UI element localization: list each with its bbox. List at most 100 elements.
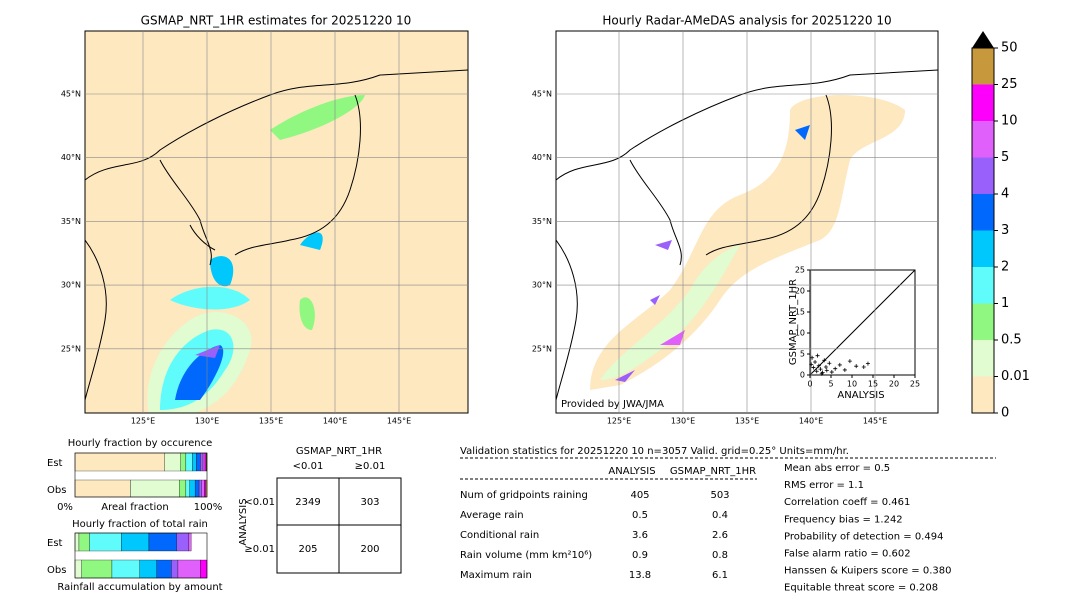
fraction-segment [185, 479, 190, 498]
score: Frequency bias = 1.242 [784, 514, 903, 525]
ct-title: GSMAP_NRT_1HR [296, 446, 382, 457]
lon-label: 130°E [671, 417, 695, 426]
amt-title: Hourly fraction of total rain [72, 519, 208, 530]
fraction-segment [156, 559, 172, 579]
fraction-segment [130, 479, 180, 498]
fraction-segment [89, 532, 122, 552]
colorbar-bin [972, 84, 994, 121]
lon-label: 135°E [735, 417, 759, 426]
colorbar-label: 10 [1001, 114, 1018, 129]
ct-row: ≥0.01 [244, 544, 275, 555]
y-tick-label: 0 [800, 371, 805, 380]
fraction-segment [111, 559, 140, 579]
fraction-segment [164, 452, 181, 472]
lon-label: 145°E [863, 417, 887, 426]
y-tick-label: 20 [795, 287, 805, 296]
fraction-segment [204, 479, 206, 498]
row-label: Rain volume (mm km²10⁶) [460, 550, 592, 561]
x-tick-label: 5 [828, 380, 833, 389]
occ-est: Est [47, 458, 63, 469]
fraction-segment [74, 559, 82, 579]
map-title: Hourly Radar-AMeDAS analysis for 2025122… [602, 14, 891, 28]
ct-cell: 2349 [295, 497, 320, 508]
val-col: GSMAP_NRT_1HR [670, 466, 756, 477]
lat-label: 40°N [61, 153, 81, 162]
fraction-segment [185, 452, 193, 472]
point [833, 366, 838, 371]
amt-est: Est [47, 538, 63, 549]
point [815, 353, 820, 358]
point [861, 365, 866, 370]
fraction-segment [179, 479, 187, 498]
amt-xlabel: Rainfall accumulation by amount [57, 582, 222, 593]
occ-xlabel: Areal fraction [101, 502, 168, 513]
colorbar-bin [972, 267, 994, 304]
x-tick-label: 20 [889, 380, 899, 389]
colorbar-bin [972, 303, 994, 340]
fraction-segment [188, 532, 192, 552]
colorbar-label: 0 [1001, 406, 1009, 421]
ct-row: <0.01 [244, 497, 275, 508]
lat-label: 30°N [61, 281, 81, 290]
occ-title: Hourly fraction by occurence [68, 438, 212, 449]
diagonal [809, 269, 916, 376]
fraction-segment [202, 452, 206, 472]
colorbar-label: 1 [1001, 296, 1009, 311]
point [814, 369, 819, 374]
colorbar-bin [972, 194, 994, 231]
ct-cell: 205 [298, 544, 317, 555]
map-left-frame [84, 30, 469, 414]
colorbar-bin [972, 48, 994, 85]
lat-label: 35°N [61, 217, 81, 226]
colorbar-label: 0.01 [1001, 369, 1030, 384]
lat-label: 45°N [61, 90, 81, 99]
fraction-segment [201, 479, 205, 498]
row-value: 3.6 [632, 530, 648, 541]
ct-cell: 200 [360, 544, 379, 555]
ct-ylabel: ANALYSIS [238, 498, 249, 545]
score: Hanssen & Kuipers score = 0.380 [784, 566, 951, 577]
score: False alarm ratio = 0.602 [784, 549, 911, 560]
fraction-segment [200, 452, 204, 472]
lon-label: 135°E [259, 417, 283, 426]
row-label: Maximum rain [460, 570, 532, 581]
fraction-segment [189, 479, 196, 498]
map-title: GSMAP_NRT_1HR estimates for 20251220 10 [141, 14, 412, 28]
row-value: 503 [710, 490, 729, 501]
point [823, 365, 828, 370]
colorbar-label: 25 [1001, 77, 1018, 92]
coastlines-right [556, 69, 938, 401]
score: RMS error = 1.1 [784, 480, 864, 491]
row-value: 13.8 [629, 570, 651, 581]
score: Mean abs error = 0.5 [784, 463, 890, 474]
fraction-segment [176, 532, 189, 552]
score: Equitable threat score = 0.208 [784, 583, 938, 594]
occ-right: 100% [194, 502, 223, 513]
val-title: Validation statistics for 20251220 10 n=… [460, 446, 849, 457]
lat-label: 25°N [532, 344, 552, 353]
row-value: 6.1 [712, 570, 728, 581]
fraction-segment [74, 532, 80, 552]
scatter-ylabel: GSMAP_NRT_1HR [788, 279, 799, 365]
val-col: ANALYSIS [608, 466, 655, 477]
point [818, 367, 823, 372]
score: Correlation coeff = 0.461 [784, 497, 910, 508]
fraction-segment [180, 452, 187, 472]
lon-label: 140°E [323, 417, 347, 426]
ct-col: <0.01 [293, 461, 324, 472]
colorbar-label: 3 [1001, 223, 1009, 238]
colorbar-label: 0.5 [1001, 333, 1022, 348]
credit: Provided by JWA/JMA [561, 399, 664, 410]
x-tick-label: 0 [807, 380, 812, 389]
colorbar-bin [972, 376, 994, 413]
fraction-segment [192, 452, 197, 472]
point [824, 368, 829, 373]
point [827, 361, 832, 366]
lon-label: 125°E [131, 417, 155, 426]
fraction-segment [200, 559, 208, 579]
point [822, 358, 827, 363]
row-label: Conditional rain [460, 530, 539, 541]
fraction-segment [198, 479, 202, 498]
point [842, 367, 847, 372]
